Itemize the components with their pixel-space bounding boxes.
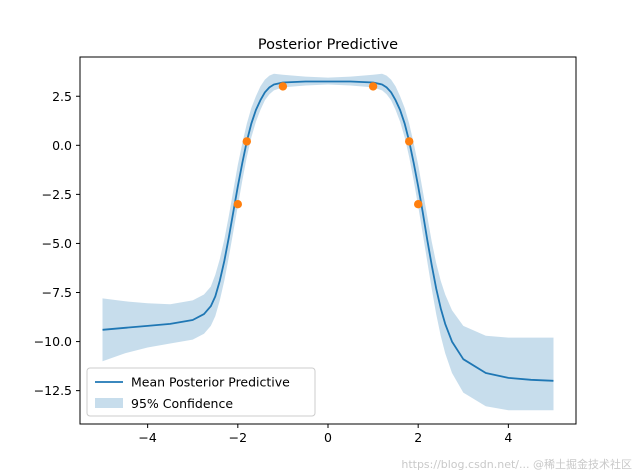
- mean-posterior-line: [102, 80, 554, 382]
- y-tick-label: −12.5: [34, 383, 72, 398]
- x-tick-label: 2: [414, 430, 422, 445]
- observed-points-layer: [233, 82, 423, 209]
- y-tick-label: 2.5: [52, 89, 72, 104]
- confidence-band: [102, 73, 554, 411]
- x-tick-label: −4: [138, 430, 156, 445]
- legend-band-swatch: [95, 398, 123, 408]
- data-point: [368, 82, 378, 91]
- y-tick-label: −7.5: [42, 285, 72, 300]
- data-point: [414, 200, 423, 209]
- x-tick-label: 4: [504, 430, 512, 445]
- y-axis: 2.5 0.0 −2.5 −5.0 −7.5 −10.0 −12.5: [34, 89, 80, 398]
- data-point: [242, 137, 251, 146]
- data-point: [405, 137, 414, 146]
- legend-label-mean: Mean Posterior Predictive: [131, 375, 290, 390]
- data-point: [278, 82, 288, 91]
- legend: Mean Posterior Predictive 95% Confidence: [86, 367, 316, 417]
- legend-label-confidence: 95% Confidence: [131, 396, 233, 411]
- chart-title: Posterior Predictive: [258, 37, 398, 53]
- y-tick-label: −10.0: [34, 334, 72, 349]
- data-point: [233, 200, 242, 209]
- y-tick-label: −2.5: [42, 187, 72, 202]
- confidence-band-layer: [102, 73, 554, 411]
- x-tick-label: −2: [229, 430, 247, 445]
- watermark-text: https://blog.csdn.net/... @稀土掘金技术社区: [401, 457, 632, 471]
- x-tick-label: 0: [324, 430, 332, 445]
- y-tick-label: 0.0: [52, 138, 72, 153]
- mean-line-layer: [102, 80, 554, 382]
- y-tick-label: −5.0: [42, 236, 72, 251]
- legend-box: [86, 367, 316, 417]
- x-axis: −4 −2 0 2 4: [138, 424, 512, 445]
